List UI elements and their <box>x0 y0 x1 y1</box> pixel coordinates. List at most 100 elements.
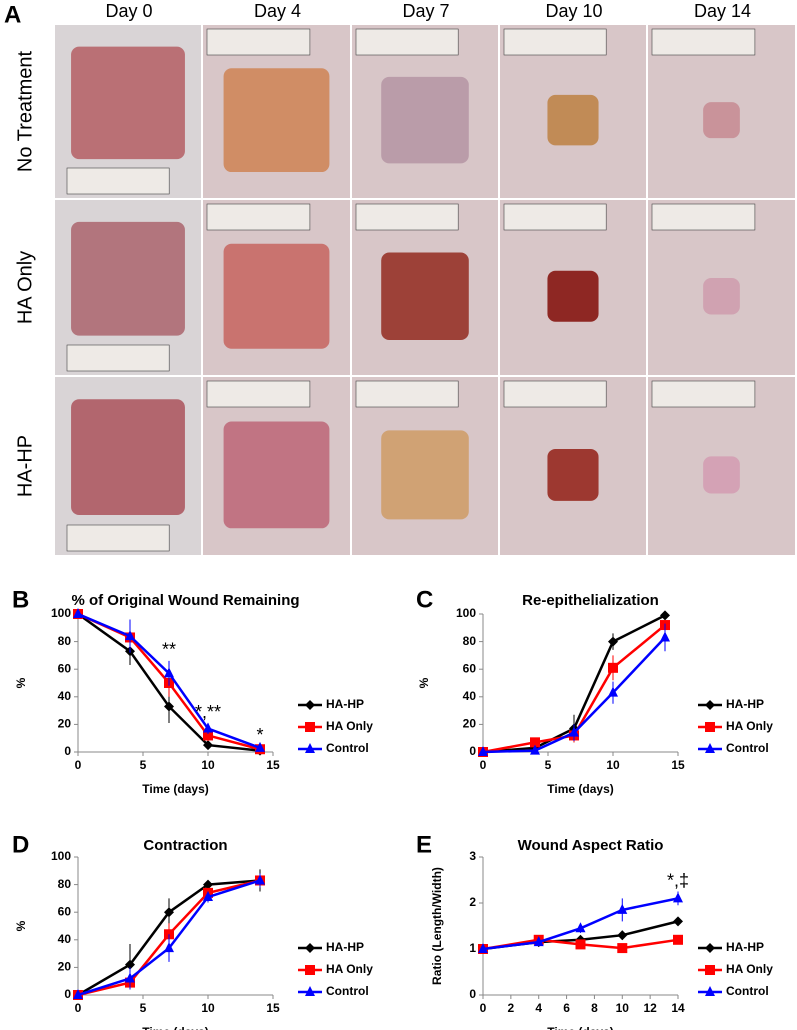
legend-label: HA-HP <box>726 940 764 954</box>
marker <box>530 744 540 755</box>
panel-letter: B <box>12 586 29 613</box>
marker <box>705 700 715 710</box>
row-label: HA Only <box>14 251 36 324</box>
wound <box>71 221 185 336</box>
y-tick-label: 60 <box>463 661 477 675</box>
panel-letter: E <box>416 831 432 858</box>
ruler <box>503 203 607 231</box>
legend-label: HA Only <box>726 962 773 976</box>
marker <box>203 722 213 733</box>
marker <box>617 930 628 941</box>
marker <box>255 741 265 752</box>
wound <box>703 456 740 494</box>
legend-label: Control <box>326 741 369 755</box>
marker <box>203 730 213 741</box>
row-label: No Treatment <box>14 50 36 172</box>
x-tick-label: 10 <box>606 758 620 772</box>
legend-label: Control <box>726 984 769 998</box>
marker <box>575 939 586 950</box>
x-axis-label: Time (days) <box>142 782 208 796</box>
x-tick-label: 10 <box>201 758 215 772</box>
marker <box>575 922 586 933</box>
marker <box>705 943 715 953</box>
chart-title: Wound Aspect Ratio <box>518 837 664 854</box>
marker <box>673 892 683 903</box>
legend-label: Control <box>326 984 369 998</box>
x-axis-label: Time (days) <box>142 1025 208 1030</box>
x-tick-label: 8 <box>591 1001 598 1015</box>
marker <box>125 630 135 641</box>
y-tick-label: 80 <box>58 877 72 891</box>
chart-title: Contraction <box>143 837 227 854</box>
marker <box>530 737 540 748</box>
y-tick-label: 20 <box>58 960 72 974</box>
marker <box>164 907 174 918</box>
marker <box>478 943 488 953</box>
marker <box>164 667 174 678</box>
row-label: HA-HP <box>14 435 36 497</box>
marker <box>305 722 315 732</box>
y-axis-label: % <box>14 920 28 931</box>
panel-letter: C <box>416 586 433 613</box>
legend-label: HA-HP <box>726 697 764 711</box>
y-tick-label: 3 <box>469 849 476 863</box>
column-label: Day 0 <box>105 1 152 21</box>
marker <box>203 740 213 751</box>
marker <box>569 726 579 737</box>
x-tick-label: 4 <box>535 1001 542 1015</box>
ruler <box>503 380 607 408</box>
ruler <box>355 380 459 408</box>
x-tick-label: 10 <box>201 1001 215 1015</box>
y-tick-label: 20 <box>58 717 72 731</box>
y-tick-label: 0 <box>469 744 476 758</box>
marker <box>255 874 265 885</box>
chart-title: Re-epithelialization <box>522 592 659 609</box>
wound <box>381 252 469 340</box>
wound <box>547 94 599 146</box>
wound <box>223 68 330 173</box>
x-tick-label: 10 <box>616 1001 630 1015</box>
column-label: Day 10 <box>545 1 602 21</box>
y-axis-label: % <box>417 677 431 688</box>
legend-label: HA-HP <box>326 940 364 954</box>
wound <box>71 399 185 515</box>
column-label: Day 7 <box>402 1 449 21</box>
y-axis-label: % <box>14 677 28 688</box>
x-tick-label: 15 <box>671 758 685 772</box>
y-tick-label: 2 <box>469 895 476 909</box>
y-tick-label: 80 <box>58 634 72 648</box>
column-label: Day 14 <box>694 1 751 21</box>
marker <box>673 934 683 945</box>
marker <box>125 972 135 983</box>
ruler <box>651 203 756 231</box>
ruler <box>206 380 311 408</box>
marker <box>73 608 83 618</box>
annotation: *,‡ <box>667 870 689 890</box>
y-tick-label: 40 <box>58 932 72 946</box>
wound <box>381 76 469 164</box>
x-tick-label: 14 <box>671 1001 685 1015</box>
wound <box>381 430 469 520</box>
x-axis-label: Time (days) <box>547 1025 613 1030</box>
y-tick-label: 100 <box>51 849 71 863</box>
legend-label: HA Only <box>326 962 373 976</box>
legend-label: HA-HP <box>326 697 364 711</box>
column-label: Day 4 <box>254 1 301 21</box>
wound <box>703 102 740 139</box>
ruler <box>206 28 311 56</box>
wound <box>703 278 740 315</box>
x-tick-label: 2 <box>508 1001 515 1015</box>
wound <box>547 270 599 322</box>
marker <box>660 610 670 621</box>
y-tick-label: 20 <box>463 717 477 731</box>
marker <box>608 686 618 697</box>
x-tick-label: 0 <box>480 758 487 772</box>
wound <box>223 421 330 529</box>
legend-label: HA Only <box>326 719 373 733</box>
y-tick-label: 80 <box>463 634 477 648</box>
x-tick-label: 15 <box>266 1001 280 1015</box>
y-tick-label: 0 <box>469 987 476 1001</box>
marker <box>305 965 315 975</box>
x-tick-label: 12 <box>643 1001 657 1015</box>
